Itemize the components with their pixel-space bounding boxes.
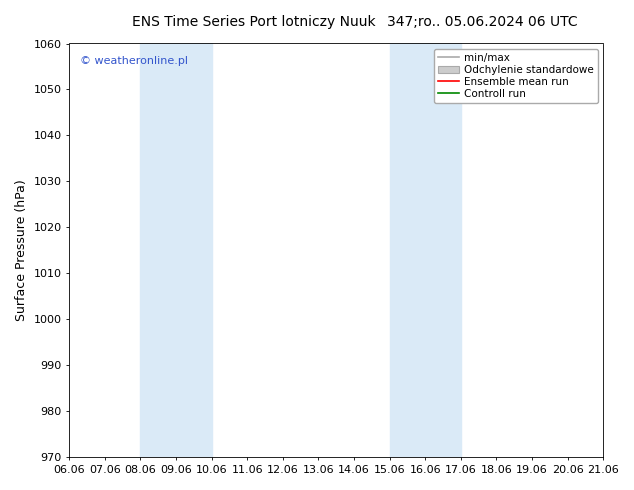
Y-axis label: Surface Pressure (hPa): Surface Pressure (hPa)	[15, 179, 28, 321]
Bar	[390, 44, 461, 457]
Bar	[141, 44, 212, 457]
Text: ENS Time Series Port lotniczy Nuuk: ENS Time Series Port lotniczy Nuuk	[132, 15, 375, 29]
Text: 347;ro.. 05.06.2024 06 UTC: 347;ro.. 05.06.2024 06 UTC	[387, 15, 577, 29]
Text: © weatheronline.pl: © weatheronline.pl	[80, 56, 188, 66]
Legend: min/max, Odchylenie standardowe, Ensemble mean run, Controll run: min/max, Odchylenie standardowe, Ensembl…	[434, 49, 598, 103]
